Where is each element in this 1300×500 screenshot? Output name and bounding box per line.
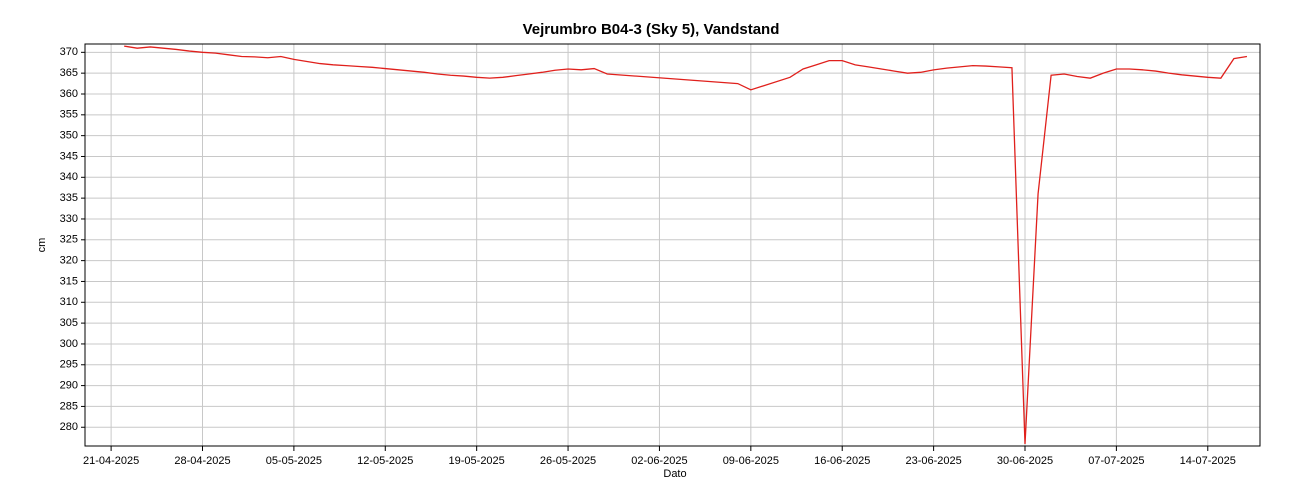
x-tick-label: 19-05-2025 [449,455,505,467]
x-tick-label: 23-06-2025 [905,455,961,467]
x-tick-label: 02-06-2025 [631,455,687,467]
y-tick-label: 300 [60,338,78,350]
y-tick-label: 295 [60,359,78,371]
x-tick-label: 16-06-2025 [814,455,870,467]
y-tick-label: 355 [60,109,78,121]
y-tick-label: 370 [60,46,78,58]
y-tick-label: 350 [60,130,78,142]
x-tick-label: 09-06-2025 [723,455,779,467]
chart-title: Vejrumbro B04-3 (Sky 5), Vandstand [523,21,780,38]
y-tick-label: 310 [60,296,78,308]
y-tick-label: 330 [60,213,78,225]
x-tick-label: 26-05-2025 [540,455,596,467]
y-tick-label: 340 [60,171,78,183]
plot-area [124,45,1248,444]
grid: 280 285 290 295 300 305 310 315 320 325 330 335 340 3… [60,44,1260,467]
plot-frame [84,43,1261,447]
y-tick-label: 290 [60,380,78,392]
y-tick-label: 345 [60,150,78,162]
y-tick-label: 360 [60,88,78,100]
x-tick-label: 14-07-2025 [1180,455,1236,467]
y-tick-label: 325 [60,234,78,246]
x-tick-label: 28-04-2025 [174,455,230,467]
x-axis-label: Dato [663,468,686,480]
y-axis-label: cm [36,238,48,253]
data-line [124,45,1248,444]
y-tick-label: 305 [60,317,78,329]
x-tick-label: 05-05-2025 [266,455,322,467]
y-tick-label: 365 [60,67,78,79]
y-tick-label: 280 [60,421,78,433]
y-tick-label: 315 [60,275,78,287]
x-tick-label: 07-07-2025 [1088,455,1144,467]
x-tick-label: 21-04-2025 [83,455,139,467]
y-tick-label: 285 [60,400,78,412]
y-tick-label: 320 [60,255,78,267]
x-tick-label: 12-05-2025 [357,455,413,467]
y-tick-label: 335 [60,192,78,204]
x-tick-label: 30-06-2025 [997,455,1053,467]
